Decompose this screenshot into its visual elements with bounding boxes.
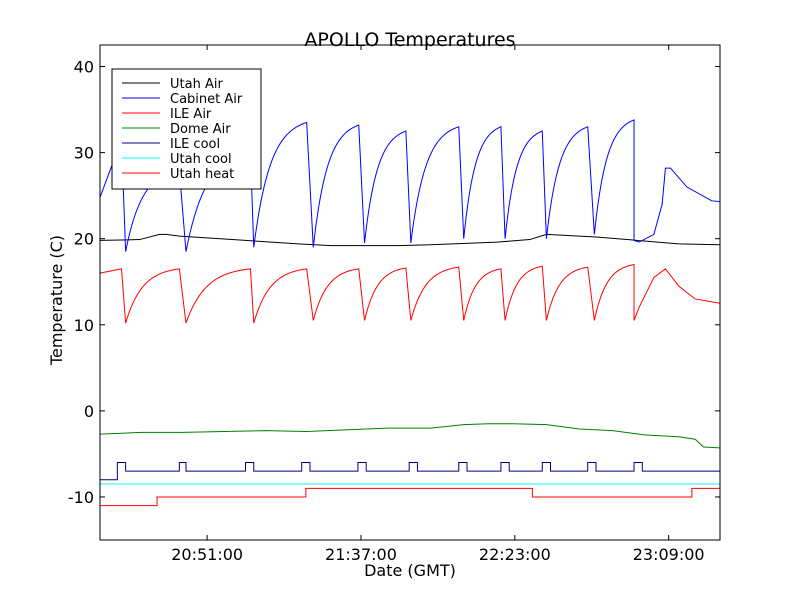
series-line-ile-cool <box>100 462 720 481</box>
legend-label-cabinet-air: Cabinet Air <box>170 92 243 107</box>
x-tick-label: 20:51:00 <box>171 545 243 564</box>
legend-label-ile-cool: ILE cool <box>170 137 220 152</box>
series-line-dome-air <box>99 423 721 449</box>
x-tick-label: 23:09:00 <box>633 545 705 564</box>
y-tick-label: 0 <box>84 402 94 421</box>
chart-title: APOLLO Temperatures <box>304 29 515 51</box>
x-tick-label: 21:37:00 <box>325 545 397 564</box>
legend-label-utah-air: Utah Air <box>170 77 223 92</box>
legend-box <box>111 68 262 190</box>
y-tick-label: 20 <box>74 230 94 249</box>
legend-label-utah-cool: Utah cool <box>170 152 232 167</box>
series-line-utah-heat <box>100 487 720 507</box>
y-tick-label: -10 <box>68 488 94 507</box>
legend-label-ile-air: ILE Air <box>170 107 212 122</box>
y-axis-label: Temperature (C) <box>47 235 66 366</box>
series-line-ile-air <box>99 263 721 324</box>
series-line-utah-air <box>99 233 721 247</box>
plot-frame <box>99 44 721 541</box>
legend-label-utah-heat: Utah heat <box>170 167 234 182</box>
y-tick-label: 10 <box>74 316 94 335</box>
x-tick-label: 22:23:00 <box>479 545 551 564</box>
tick-layer: -10 0 10 20 30 40 20:51:00 21:37:00 22:23:00 23:0… <box>68 45 720 564</box>
y-tick-label: 30 <box>74 144 94 163</box>
legend-label-dome-air: Dome Air <box>170 122 231 137</box>
x-axis-label: Date (GMT) <box>364 561 456 580</box>
y-tick-label: 40 <box>74 58 94 77</box>
